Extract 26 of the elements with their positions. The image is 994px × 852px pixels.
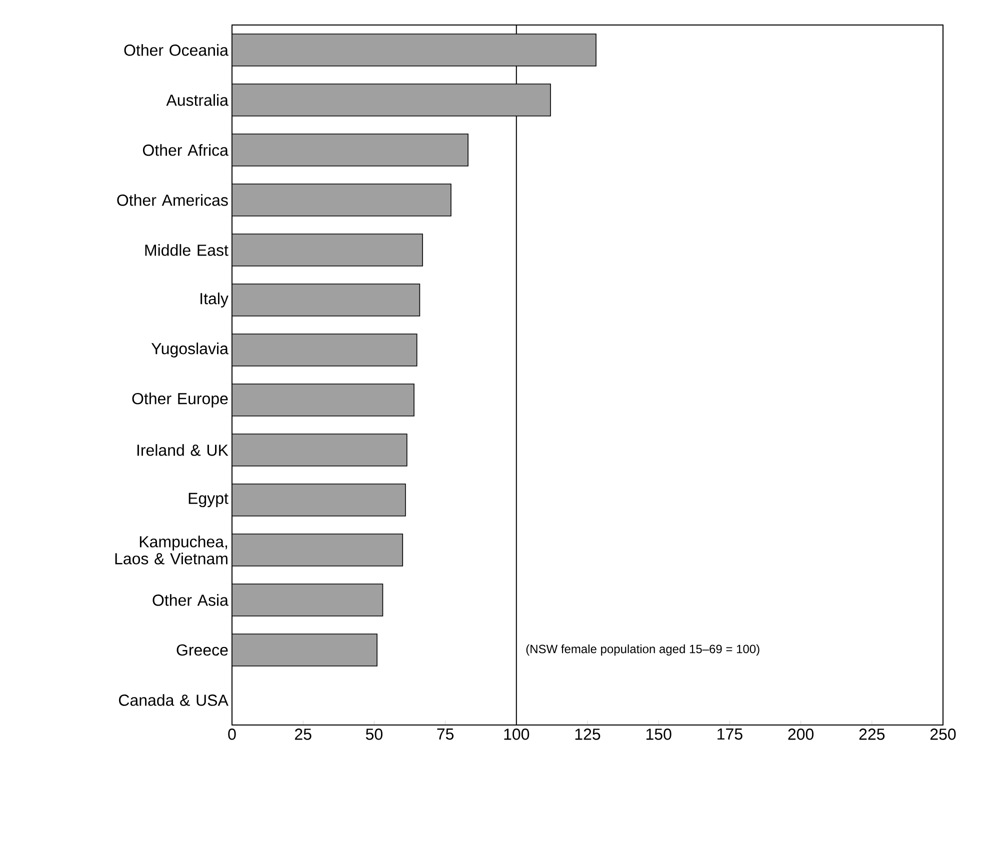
x-tick-label: 175 [718,728,742,740]
y-tick-label: Other Africa [142,144,228,156]
x-tick-label: 125 [575,728,600,740]
y-tick-label: Italy [200,292,228,308]
y-tick-label: Middle East [145,244,228,256]
x-tick-label: 250 [930,728,956,740]
y-tick-label: Other Oceania [124,44,228,56]
y-tick-label: Australia [166,94,228,106]
x-tick-label: 200 [788,728,814,740]
y-tick-label: Yugoslavia [151,342,228,358]
x-tick-label: 50 [366,728,382,740]
annotation: (NSW female population aged 15–69 = 100) [526,644,760,656]
x-tick-label: 100 [504,728,530,740]
x-tick-label: 75 [437,728,454,740]
x-tick-label: 225 [859,728,885,740]
y-tick-label: Ireland & UK [137,444,228,456]
x-tick-label: 25 [295,728,312,740]
y-tick-label: Greece [176,644,228,656]
x-tick-label: 150 [646,728,672,740]
y-tick-label: Other Americas [117,194,228,206]
y-tick-label: Kampuchea, Laos & Vietnam [115,536,228,564]
y-tick-label: Canada & USA [118,694,228,706]
x-tick-label: 0 [228,728,236,740]
y-tick-label: Egypt [188,492,228,508]
y-tick-label: Other Europe [132,392,228,408]
y-tick-label: Other Asia [152,594,228,606]
